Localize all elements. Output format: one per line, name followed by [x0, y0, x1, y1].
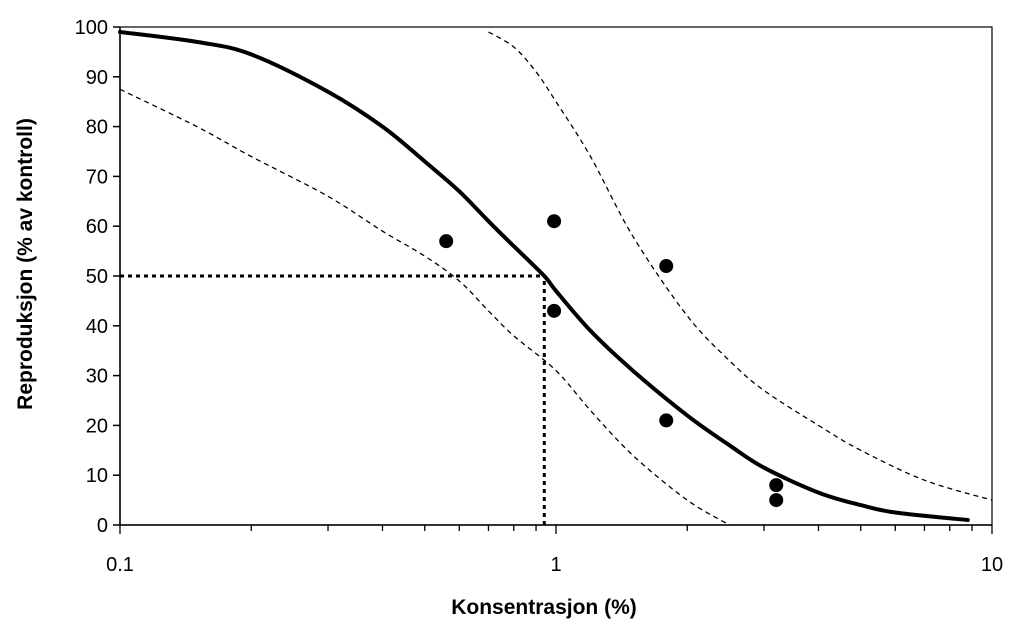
curves-layer [118, 30, 993, 526]
y-tick-label: 0 [97, 515, 108, 537]
y-axis-title: Reproduksjon (% av kontroll) [14, 118, 37, 410]
ticks-layer: 0 10 20 30 40 50 60 70 80 90 100 0.1 1 10 [75, 17, 1004, 576]
y-tick-label: 10 [86, 465, 108, 487]
data-point [547, 214, 562, 229]
points-layer [439, 214, 784, 508]
confidence-bound-2 [119, 88, 730, 526]
data-point [659, 413, 674, 428]
y-tick-label: 60 [86, 216, 108, 238]
data-point [769, 493, 784, 508]
fitted-curve [118, 30, 970, 522]
data-point [439, 234, 454, 249]
x-tick-label: 1 [550, 554, 561, 576]
data-point [769, 478, 784, 493]
y-tick-label: 100 [75, 17, 108, 39]
x-axis-title: Konsentrasjon (%) [451, 596, 637, 619]
y-tick-label: 90 [86, 67, 108, 89]
y-tick-label: 50 [86, 266, 108, 288]
x-tick-label: 10 [981, 554, 1003, 576]
data-point [547, 303, 562, 318]
reference-lines-layer [120, 274, 546, 525]
y-tick-label: 30 [86, 366, 108, 388]
data-point [659, 259, 674, 274]
confidence-bound-3 [488, 31, 993, 501]
y-tick-label: 20 [86, 415, 108, 437]
y-tick-label: 40 [86, 316, 108, 338]
y-tick-label: 80 [86, 117, 108, 139]
x-tick-label: 0.1 [106, 554, 134, 576]
y-tick-label: 70 [86, 166, 108, 188]
